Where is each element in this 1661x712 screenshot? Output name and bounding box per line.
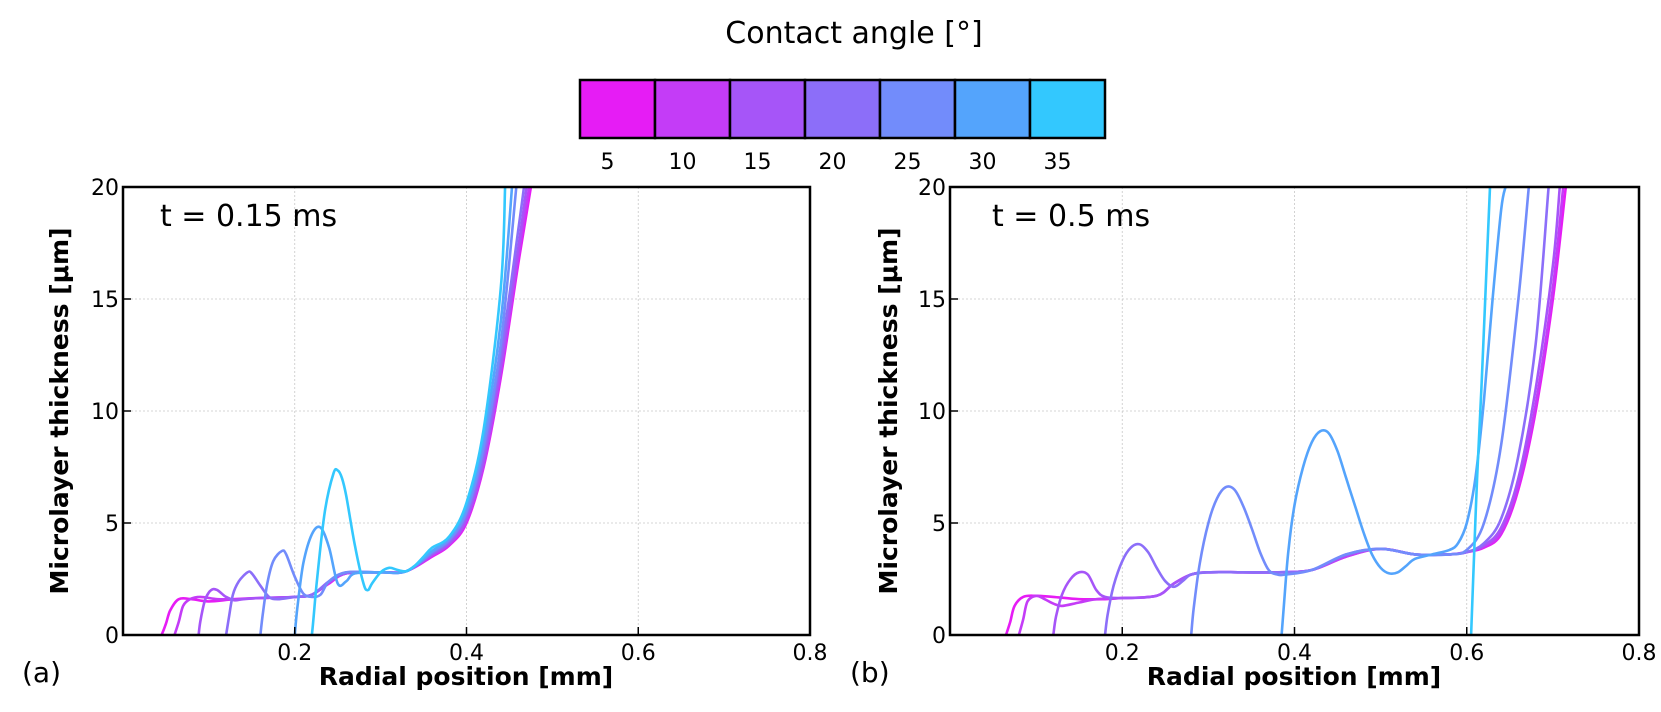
y-tick-label: 0 — [105, 624, 119, 649]
panel-b-tag: (b) — [850, 656, 890, 689]
series-line-25 — [259, 187, 518, 635]
panel-a-tag: (a) — [22, 656, 61, 689]
panel-a-xlabel: Radial position [mm] — [319, 662, 613, 691]
panel-b: 0.2 0.4 0.6 0.8 0 5 10 15 20 t = 0.5 ms Radial p… — [850, 176, 1657, 691]
panel-b-title: t = 0.5 ms — [992, 199, 1150, 234]
colorbar-cells — [578, 78, 1107, 140]
series-line-35 — [310, 187, 507, 635]
colorbar-label: 15 — [744, 150, 772, 175]
panel-b-series — [1004, 187, 1568, 635]
panel-a-series — [160, 187, 533, 635]
x-tick-label: 0.4 — [1277, 641, 1312, 666]
panel-a-ylabel: Microlayer thickness [μm] — [45, 227, 74, 594]
colorbar-label: 10 — [669, 150, 697, 175]
colorbar-label: 25 — [894, 150, 922, 175]
panel-a-ticks: 0.2 0.4 0.6 0.8 0 5 10 15 20 — [91, 176, 828, 666]
colorbar-cell-10 — [653, 78, 732, 140]
x-tick-label: 0.2 — [277, 641, 312, 666]
x-tick-label: 0.2 — [1105, 641, 1140, 666]
series-group — [1004, 187, 1568, 635]
y-tick-label: 15 — [91, 288, 119, 313]
series-line-20 — [1103, 187, 1550, 635]
panel-b-ylabel: Microlayer thickness [μm] — [874, 227, 903, 594]
colorbar-label: 5 — [601, 150, 615, 175]
panel-a-title: t = 0.15 ms — [160, 199, 337, 234]
series-group — [160, 187, 533, 635]
panel-b-ticks: 0.2 0.4 0.6 0.8 0 5 10 15 20 — [918, 176, 1657, 666]
colorbar: Contact angle [°] 5 10 15 20 25 30 35 — [578, 16, 1107, 175]
panel-a-grid — [123, 187, 810, 635]
x-tick-label: 0.8 — [1622, 641, 1657, 666]
colorbar-title: Contact angle [°] — [725, 16, 982, 51]
colorbar-cell-5 — [578, 78, 657, 140]
y-tick-label: 5 — [105, 512, 119, 537]
colorbar-label: 20 — [819, 150, 847, 175]
y-tick-label: 20 — [91, 176, 119, 201]
y-tick-label: 10 — [918, 400, 946, 425]
panel-b-xlabel: Radial position [mm] — [1147, 662, 1441, 691]
panel-b-grid — [950, 187, 1639, 635]
series-line-30 — [293, 187, 514, 635]
y-tick-label: 0 — [932, 624, 946, 649]
colorbar-cell-35 — [1028, 78, 1107, 140]
series-line-35 — [1469, 187, 1492, 635]
colorbar-cell-20 — [803, 78, 882, 140]
y-tick-label: 20 — [918, 176, 946, 201]
series-line-25 — [1189, 187, 1531, 635]
y-tick-label: 5 — [932, 512, 946, 537]
colorbar-cell-30 — [953, 78, 1032, 140]
panel-a: 0.2 0.4 0.6 0.8 0 5 10 15 20 t = 0.15 ms Radial … — [22, 176, 828, 691]
x-tick-label: 0.6 — [1449, 641, 1484, 666]
x-tick-label: 0.8 — [793, 641, 828, 666]
colorbar-labels: 5 10 15 20 25 30 35 — [601, 150, 1072, 175]
y-tick-label: 15 — [918, 288, 946, 313]
y-tick-label: 10 — [91, 400, 119, 425]
colorbar-label: 35 — [1044, 150, 1072, 175]
colorbar-cell-25 — [878, 78, 957, 140]
x-tick-label: 0.6 — [621, 641, 656, 666]
x-tick-label: 0.4 — [449, 641, 484, 666]
colorbar-cell-15 — [728, 78, 807, 140]
colorbar-label: 30 — [969, 150, 997, 175]
